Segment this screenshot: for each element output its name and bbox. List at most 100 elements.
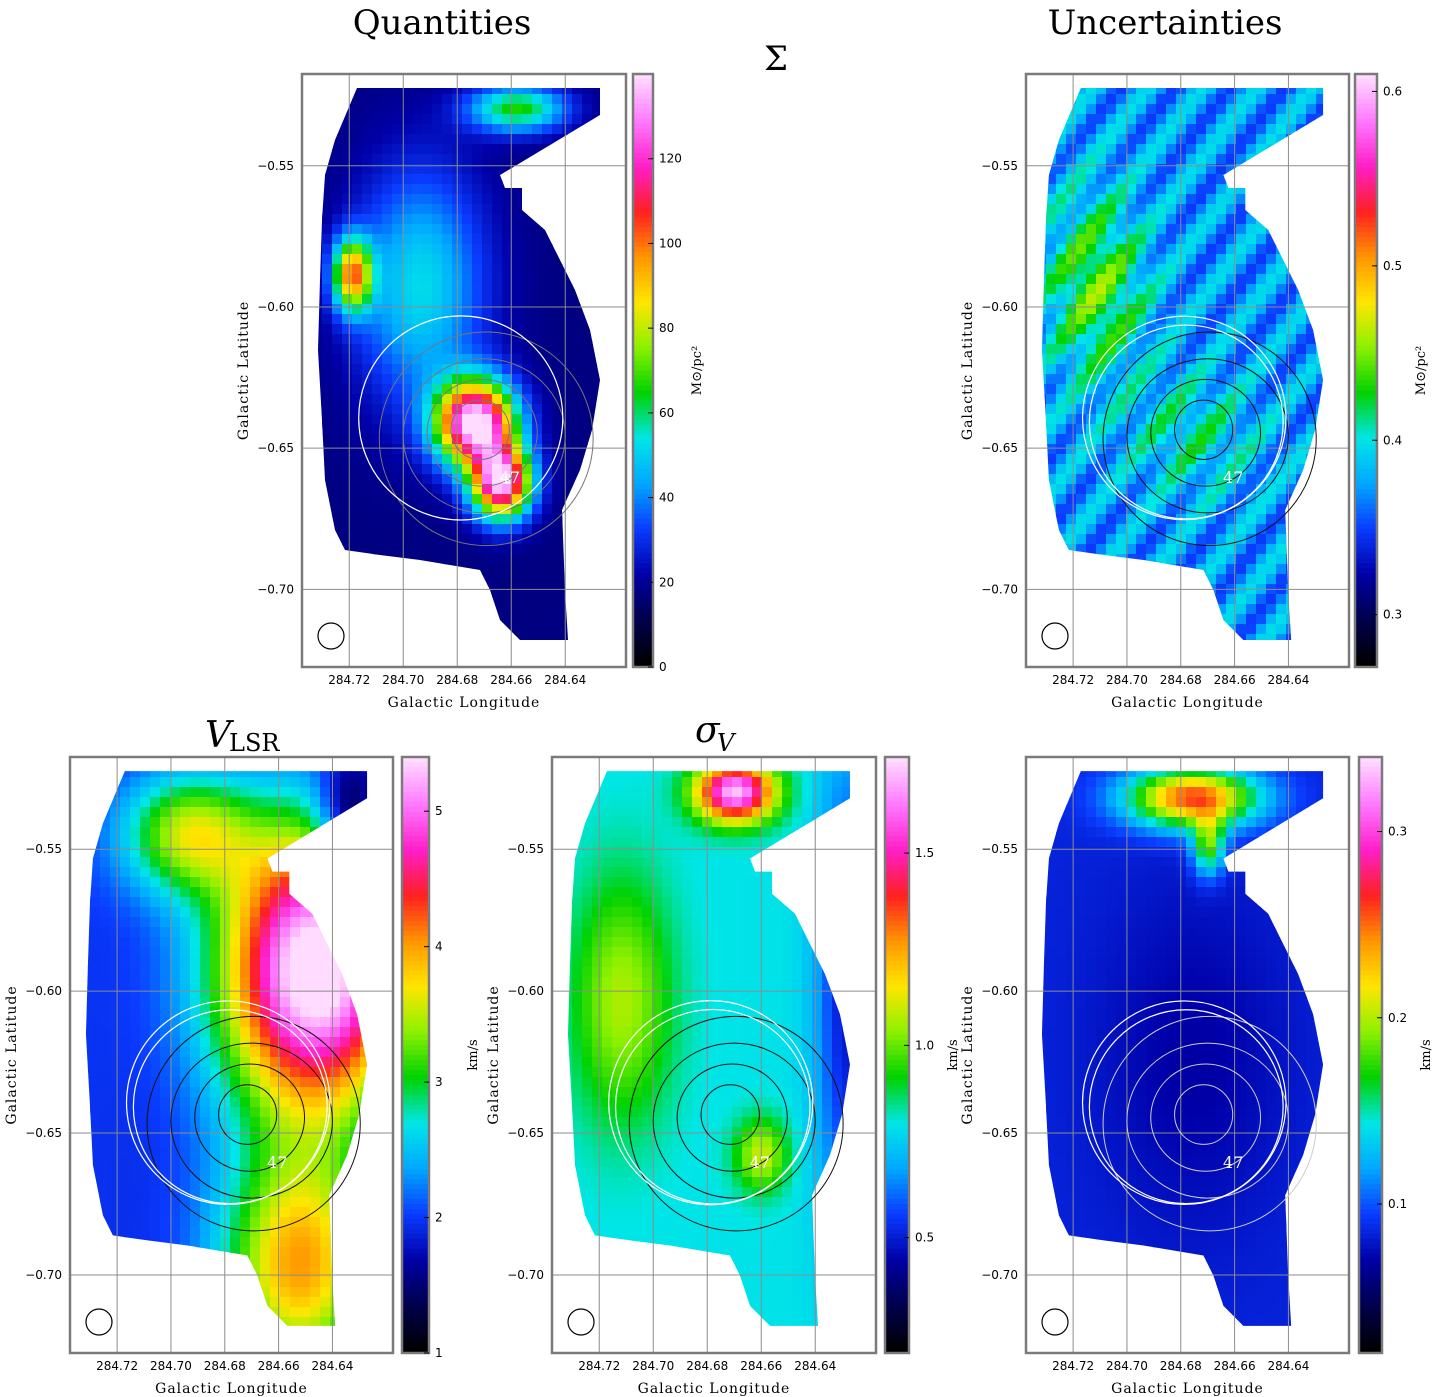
heatmap-cell [382, 104, 393, 115]
heatmap-cell [1156, 234, 1167, 245]
heatmap-cell [360, 957, 368, 968]
heatmap-cell [1286, 564, 1297, 575]
heatmap-cell [1316, 604, 1324, 615]
heatmap-cell [1156, 104, 1167, 115]
heatmap-cell [160, 787, 171, 798]
heatmap-cell [340, 937, 351, 948]
heatmap-cell [100, 807, 111, 818]
heatmap-cell [542, 494, 553, 505]
heatmap-cell [432, 514, 443, 525]
heatmap-cell [402, 204, 413, 215]
heatmap-cell [1226, 334, 1237, 345]
colorbar-step [1355, 439, 1377, 446]
heatmap-cell [1066, 614, 1077, 625]
heatmap-cell [90, 907, 101, 918]
heatmap-cell [1186, 344, 1197, 355]
heatmap-cell [342, 604, 353, 615]
heatmap-cell [432, 424, 443, 435]
heatmap-cell [1286, 614, 1297, 625]
colorbar-step [633, 276, 653, 283]
heatmap-cell [350, 887, 361, 898]
heatmap-cell [190, 907, 201, 918]
heatmap-cell [1246, 534, 1257, 545]
heatmap-cell [422, 444, 433, 455]
heatmap-cell [1176, 564, 1187, 575]
heatmap-cell [1246, 434, 1257, 445]
heatmap-cell [1146, 114, 1157, 125]
heatmap-cell [372, 174, 383, 185]
heatmap-cell [1286, 144, 1297, 155]
heatmap-cell [220, 771, 231, 778]
heatmap-cell [382, 74, 393, 85]
heatmap-cell [332, 544, 343, 555]
heatmap-cell [442, 94, 453, 105]
heatmap-cell [1176, 524, 1187, 535]
heatmap-cell [330, 897, 341, 908]
heatmap-cell [318, 364, 323, 375]
heatmap-cell [170, 787, 181, 798]
heatmap-cell [422, 214, 433, 225]
heatmap-cell [1226, 304, 1237, 315]
heatmap-cell [432, 554, 443, 565]
heatmap-cell [362, 344, 373, 355]
heatmap-cell [1326, 274, 1337, 285]
heatmap-cell [462, 504, 473, 515]
heatmap-cell [330, 927, 341, 938]
heatmap-cell [1306, 204, 1317, 215]
heatmap-cell [310, 927, 321, 938]
heatmap-cell [1156, 414, 1167, 425]
heatmap-cell [120, 947, 131, 958]
heatmap-cell [1056, 594, 1067, 605]
heatmap-cell [622, 434, 633, 445]
heatmap-cell [1076, 644, 1087, 655]
heatmap-cell [322, 384, 333, 395]
heatmap-cell [1316, 384, 1324, 395]
heatmap-cell [1286, 394, 1297, 405]
heatmap-cell [1066, 284, 1077, 295]
heatmap-cell [392, 644, 403, 655]
heatmap-cell [1126, 444, 1137, 455]
heatmap-cell [1096, 484, 1107, 495]
heatmap-cell [1176, 104, 1187, 115]
heatmap-cell [260, 771, 271, 778]
heatmap-cell [492, 104, 503, 115]
heatmap-cell [342, 124, 353, 135]
heatmap-cell [1236, 464, 1247, 475]
heatmap-cell [1086, 514, 1097, 525]
heatmap-cell [85, 897, 91, 908]
heatmap-cell [572, 314, 583, 325]
heatmap-cell [1296, 524, 1307, 535]
heatmap-cell [332, 284, 343, 295]
heatmap-cell [360, 907, 368, 918]
heatmap-cell [1166, 184, 1177, 195]
heatmap-cell [362, 104, 373, 115]
heatmap-cell [270, 797, 281, 808]
heatmap-cell [310, 777, 321, 788]
heatmap-cell [300, 957, 311, 968]
heatmap-cell [1306, 404, 1317, 415]
heatmap-cell [318, 394, 323, 405]
x-tick-label: 284.66 [1214, 673, 1256, 687]
heatmap-cell [402, 144, 413, 155]
colorbar-step [1355, 429, 1377, 436]
heatmap-cell [602, 624, 613, 635]
heatmap-cell [1046, 214, 1057, 225]
heatmap-cell [170, 877, 181, 888]
heatmap-cell [1096, 144, 1107, 155]
heatmap-cell [1286, 74, 1297, 85]
heatmap-cell [622, 84, 633, 95]
colorbar-step [633, 563, 653, 569]
heatmap-cell [352, 604, 363, 615]
heatmap-cell [1076, 434, 1087, 445]
heatmap-cell [220, 957, 231, 968]
heatmap-cell [1126, 194, 1137, 205]
heatmap-cell [1336, 274, 1347, 285]
heatmap-cell [1256, 664, 1267, 675]
heatmap-cell [350, 807, 361, 818]
heatmap-cell [402, 294, 413, 305]
heatmap-cell [1156, 194, 1167, 205]
heatmap-cell [592, 564, 600, 575]
heatmap-cell [1076, 344, 1087, 355]
heatmap-cell [170, 857, 181, 868]
